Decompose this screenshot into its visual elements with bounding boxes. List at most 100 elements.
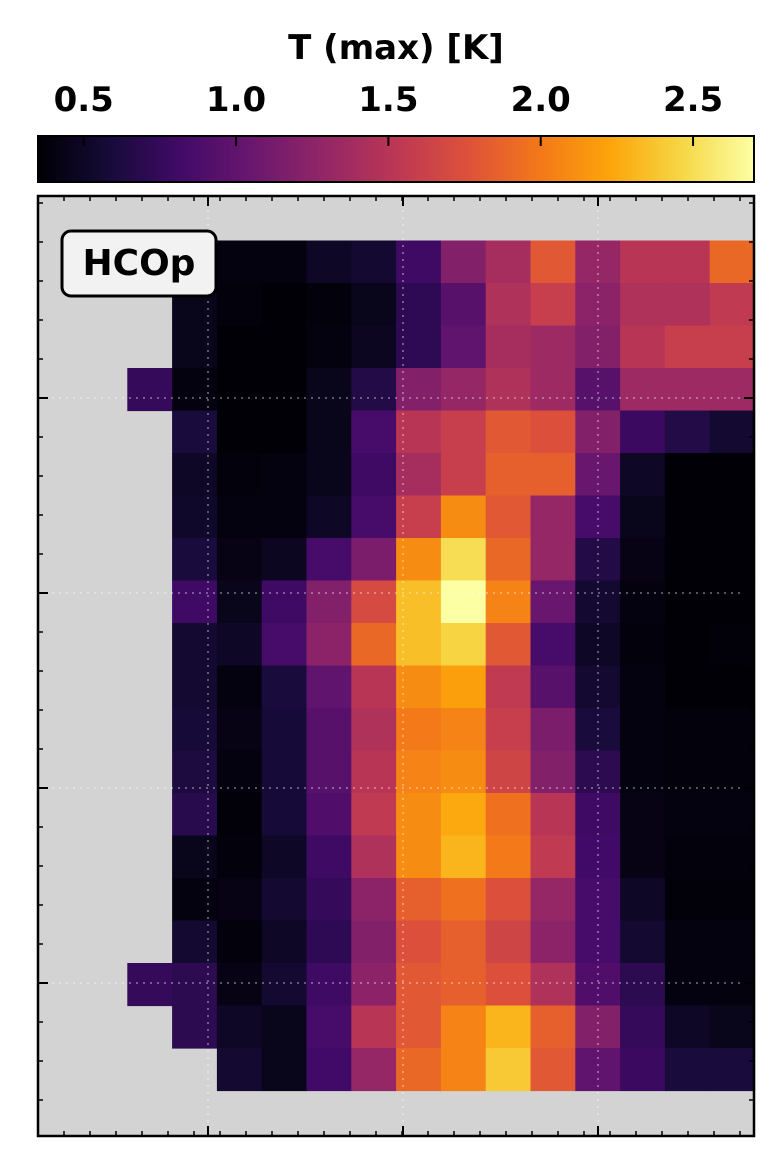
heatmap-cell (306, 495, 352, 539)
heatmap-cell (306, 410, 352, 454)
heatmap-cell (440, 1005, 487, 1049)
heatmap-cell (306, 368, 352, 412)
colorbar-tick-label: 2.0 (511, 80, 571, 120)
heatmap-cell (530, 665, 576, 709)
heatmap-cell (485, 963, 532, 1007)
heatmap-cell (664, 410, 711, 454)
heatmap-cell (440, 538, 487, 582)
heatmap-cell (620, 878, 666, 922)
heatmap-cell (351, 580, 397, 624)
heatmap-cells (127, 240, 756, 1092)
heatmap-cell (530, 1005, 576, 1049)
heatmap-cell (620, 325, 666, 369)
heatmap-cell (530, 623, 576, 667)
heatmap-cell (485, 410, 532, 454)
heatmap-cell (216, 835, 263, 879)
heatmap-cell (396, 920, 442, 964)
heatmap-cell (396, 495, 442, 539)
heatmap-cell (440, 580, 487, 624)
heatmap-cell (440, 835, 487, 879)
heatmap-cell (709, 793, 756, 837)
heatmap-cell (351, 1005, 397, 1049)
heatmap-cell (351, 835, 397, 879)
heatmap-cell (664, 538, 711, 582)
heatmap-cell (172, 580, 218, 624)
heatmap-cell (172, 623, 218, 667)
heatmap-cell (575, 325, 621, 369)
heatmap-cell (485, 283, 532, 327)
heatmap-cell (396, 325, 442, 369)
heatmap-cell (620, 240, 666, 284)
heatmap-cell (620, 1005, 666, 1049)
heatmap-cell (620, 920, 666, 964)
heatmap-cell (216, 325, 263, 369)
heatmap-cell (261, 920, 308, 964)
heatmap-cell (172, 878, 218, 922)
heatmap-cell (664, 793, 711, 837)
heatmap-cell (351, 665, 397, 709)
heatmap-cell (664, 283, 711, 327)
heatmap-cell (664, 1048, 711, 1092)
heatmap-cell (396, 878, 442, 922)
heatmap-cell (261, 878, 308, 922)
heatmap-cell (351, 453, 397, 497)
heatmap-cell (306, 835, 352, 879)
heatmap-cell (575, 240, 621, 284)
heatmap-cell (620, 708, 666, 752)
heatmap-cell (485, 240, 532, 284)
heatmap-cell (172, 835, 218, 879)
heatmap-cell (261, 835, 308, 879)
heatmap-cell (306, 963, 352, 1007)
heatmap-cell (351, 495, 397, 539)
heatmap-cell (216, 878, 263, 922)
heatmap-cell (261, 240, 308, 284)
colorbar-title: T (max) [K] (288, 28, 504, 68)
heatmap-cell (664, 1005, 711, 1049)
heatmap-cell (664, 368, 711, 412)
heatmap-cell (440, 240, 487, 284)
heatmap-cell (261, 453, 308, 497)
heatmap-cell (485, 665, 532, 709)
heatmap-cell (664, 963, 711, 1007)
heatmap-cell (172, 538, 218, 582)
heatmap-cell (709, 623, 756, 667)
heatmap-cell (216, 665, 263, 709)
heatmap-cell (306, 750, 352, 794)
heatmap-cell (351, 538, 397, 582)
plot-frame (36, 194, 756, 1138)
heatmap-cell (351, 410, 397, 454)
heatmap-cell (172, 325, 218, 369)
heatmap-cell (664, 580, 711, 624)
heatmap-cell (396, 665, 442, 709)
heatmap-cell (306, 665, 352, 709)
heatmap-cell (709, 495, 756, 539)
heatmap-cell (440, 623, 487, 667)
heatmap-cell (620, 623, 666, 667)
heatmap-cell (709, 920, 756, 964)
heatmap-cell (396, 538, 442, 582)
heatmap-cell (306, 240, 352, 284)
heatmap-cell (261, 410, 308, 454)
heatmap-cell (530, 750, 576, 794)
heatmap-cell (575, 708, 621, 752)
heatmap-cell (396, 963, 442, 1007)
heatmap-cell (530, 920, 576, 964)
heatmap-cell (172, 793, 218, 837)
heatmap-cell (709, 750, 756, 794)
heatmap-cell (530, 495, 576, 539)
heatmap-cell (485, 368, 532, 412)
heatmap-cell (172, 665, 218, 709)
heatmap-cell (575, 283, 621, 327)
heatmap-cell (485, 920, 532, 964)
heatmap-cell (620, 538, 666, 582)
heatmap-cell (575, 495, 621, 539)
heatmap-cell (709, 580, 756, 624)
heatmap-cell (440, 665, 487, 709)
heatmap-cell (306, 325, 352, 369)
heatmap-cell (351, 368, 397, 412)
heatmap-cell (261, 580, 308, 624)
heatmap-cell (216, 1005, 263, 1049)
heatmap-cell (127, 368, 173, 412)
heatmap-cell (575, 1005, 621, 1049)
heatmap-cell (351, 240, 397, 284)
